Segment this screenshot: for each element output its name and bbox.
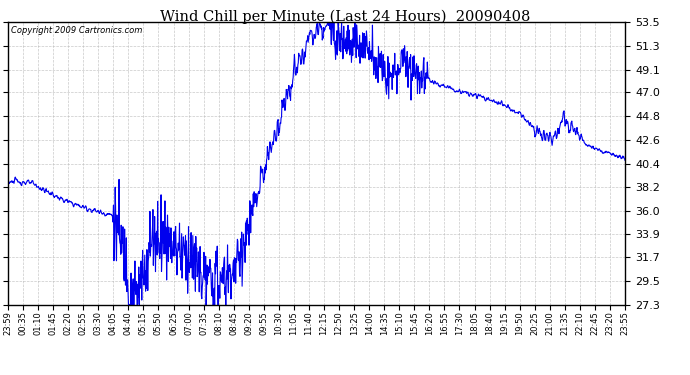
Text: Copyright 2009 Cartronics.com: Copyright 2009 Cartronics.com: [11, 26, 142, 35]
Text: Wind Chill per Minute (Last 24 Hours)  20090408: Wind Chill per Minute (Last 24 Hours) 20…: [160, 9, 530, 24]
